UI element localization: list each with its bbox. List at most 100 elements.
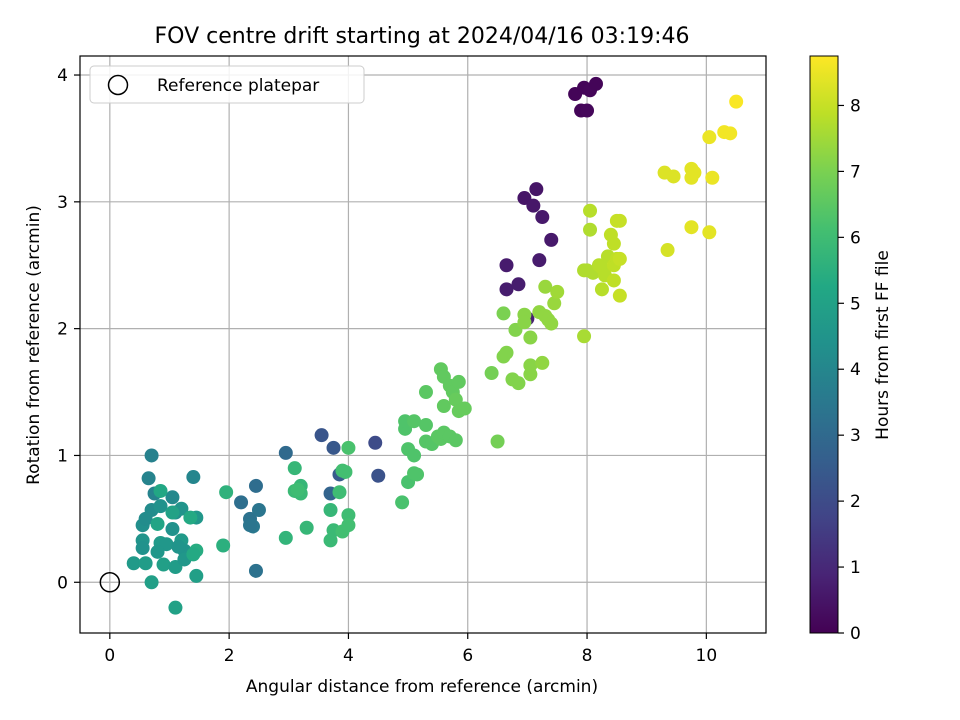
- data-point: [341, 440, 356, 455]
- data-point: [538, 279, 553, 294]
- x-tick-label: 8: [582, 646, 593, 666]
- data-point: [341, 518, 356, 533]
- legend-box: [89, 65, 365, 104]
- data-point: [135, 541, 150, 556]
- data-point: [338, 464, 353, 479]
- data-point: [723, 126, 738, 141]
- data-point: [448, 433, 463, 448]
- data-point: [511, 376, 526, 391]
- data-point: [612, 288, 627, 303]
- colorbar-ticks: 0 1 2 3 4 5 6 7 8: [838, 96, 861, 644]
- data-point: [219, 485, 234, 500]
- y-axis-label: Rotation from reference (arcmin): [24, 205, 44, 485]
- data-point: [612, 213, 627, 228]
- data-point: [186, 547, 201, 562]
- data-point: [299, 520, 314, 535]
- data-point: [138, 556, 153, 571]
- chart-title: FOV centre drift starting at 2024/04/16 …: [155, 24, 690, 49]
- x-tick-label: 10: [696, 646, 718, 666]
- data-point: [183, 510, 198, 525]
- data-point: [612, 251, 627, 266]
- data-point: [583, 222, 598, 237]
- data-point: [368, 435, 383, 450]
- data-point: [278, 530, 293, 545]
- data-point: [165, 522, 180, 537]
- data-point: [243, 518, 258, 533]
- data-point: [523, 367, 538, 382]
- data-point: [314, 428, 329, 443]
- colorbar-tick-label: 2: [850, 492, 861, 512]
- data-point: [547, 296, 562, 311]
- plot-frame: [79, 55, 767, 634]
- colorbar-tick-label: 8: [850, 96, 861, 116]
- data-point: [499, 282, 514, 297]
- data-point: [153, 499, 168, 514]
- data-point: [165, 505, 180, 520]
- data-point: [517, 315, 532, 330]
- colorbar-tick-label: 7: [850, 162, 861, 182]
- data-point: [606, 273, 621, 288]
- data-points: [99, 76, 744, 615]
- data-point: [544, 232, 559, 247]
- data-point: [496, 306, 511, 321]
- data-point: [702, 130, 717, 145]
- data-point: [583, 203, 598, 218]
- data-point: [490, 434, 505, 449]
- colorbar-tick-label: 4: [850, 360, 861, 380]
- data-point: [248, 478, 263, 493]
- data-point: [189, 568, 204, 583]
- data-point: [144, 448, 159, 463]
- data-point: [418, 385, 433, 400]
- data-point: [529, 182, 544, 197]
- legend-entry-reference-platepar: Reference platepar: [157, 76, 319, 96]
- data-point: [186, 470, 201, 485]
- data-point: [138, 511, 153, 526]
- y-tick-label: 0: [57, 573, 68, 593]
- reference-platepar-marker: [99, 572, 121, 593]
- colorbar-tick-label: 0: [850, 624, 861, 644]
- data-point: [126, 556, 141, 571]
- data-point: [550, 284, 565, 299]
- data-point: [234, 495, 249, 510]
- data-point: [144, 575, 159, 590]
- data-point: [251, 502, 266, 517]
- data-point: [588, 76, 603, 91]
- data-point: [660, 243, 675, 258]
- data-point: [407, 466, 422, 481]
- data-point: [729, 94, 744, 109]
- data-point: [287, 461, 302, 476]
- x-axis-label: Angular distance from reference (arcmin): [246, 677, 598, 697]
- data-point: [577, 329, 592, 344]
- data-point: [535, 355, 550, 370]
- y-tick-label: 1: [57, 446, 68, 466]
- y-tick-label: 4: [57, 66, 68, 86]
- data-point: [248, 563, 263, 578]
- colorbar-tick-label: 1: [850, 558, 861, 578]
- data-point: [332, 485, 347, 500]
- data-point: [156, 557, 171, 572]
- data-point: [532, 253, 547, 268]
- data-point: [171, 539, 186, 554]
- data-point: [165, 490, 180, 505]
- data-point: [523, 330, 538, 345]
- data-point: [484, 366, 499, 381]
- data-point: [216, 538, 231, 553]
- data-point: [457, 401, 472, 416]
- data-point: [141, 471, 156, 486]
- data-point: [323, 502, 338, 517]
- data-point: [341, 508, 356, 523]
- colorbar: 0 1 2 3 4 5 6 7 8 Hours from first FF file: [809, 55, 893, 644]
- data-point: [511, 277, 526, 292]
- data-point: [153, 483, 168, 498]
- data-point: [705, 170, 720, 185]
- x-axis-ticks: 0 2 4 6 8 10: [104, 633, 717, 666]
- data-point: [150, 516, 165, 531]
- y-tick-label: 2: [57, 320, 68, 340]
- data-point: [448, 392, 463, 407]
- data-point: [606, 236, 621, 251]
- x-tick-label: 2: [224, 646, 235, 666]
- data-point: [702, 225, 717, 240]
- data-point: [290, 482, 305, 497]
- data-point: [326, 440, 341, 455]
